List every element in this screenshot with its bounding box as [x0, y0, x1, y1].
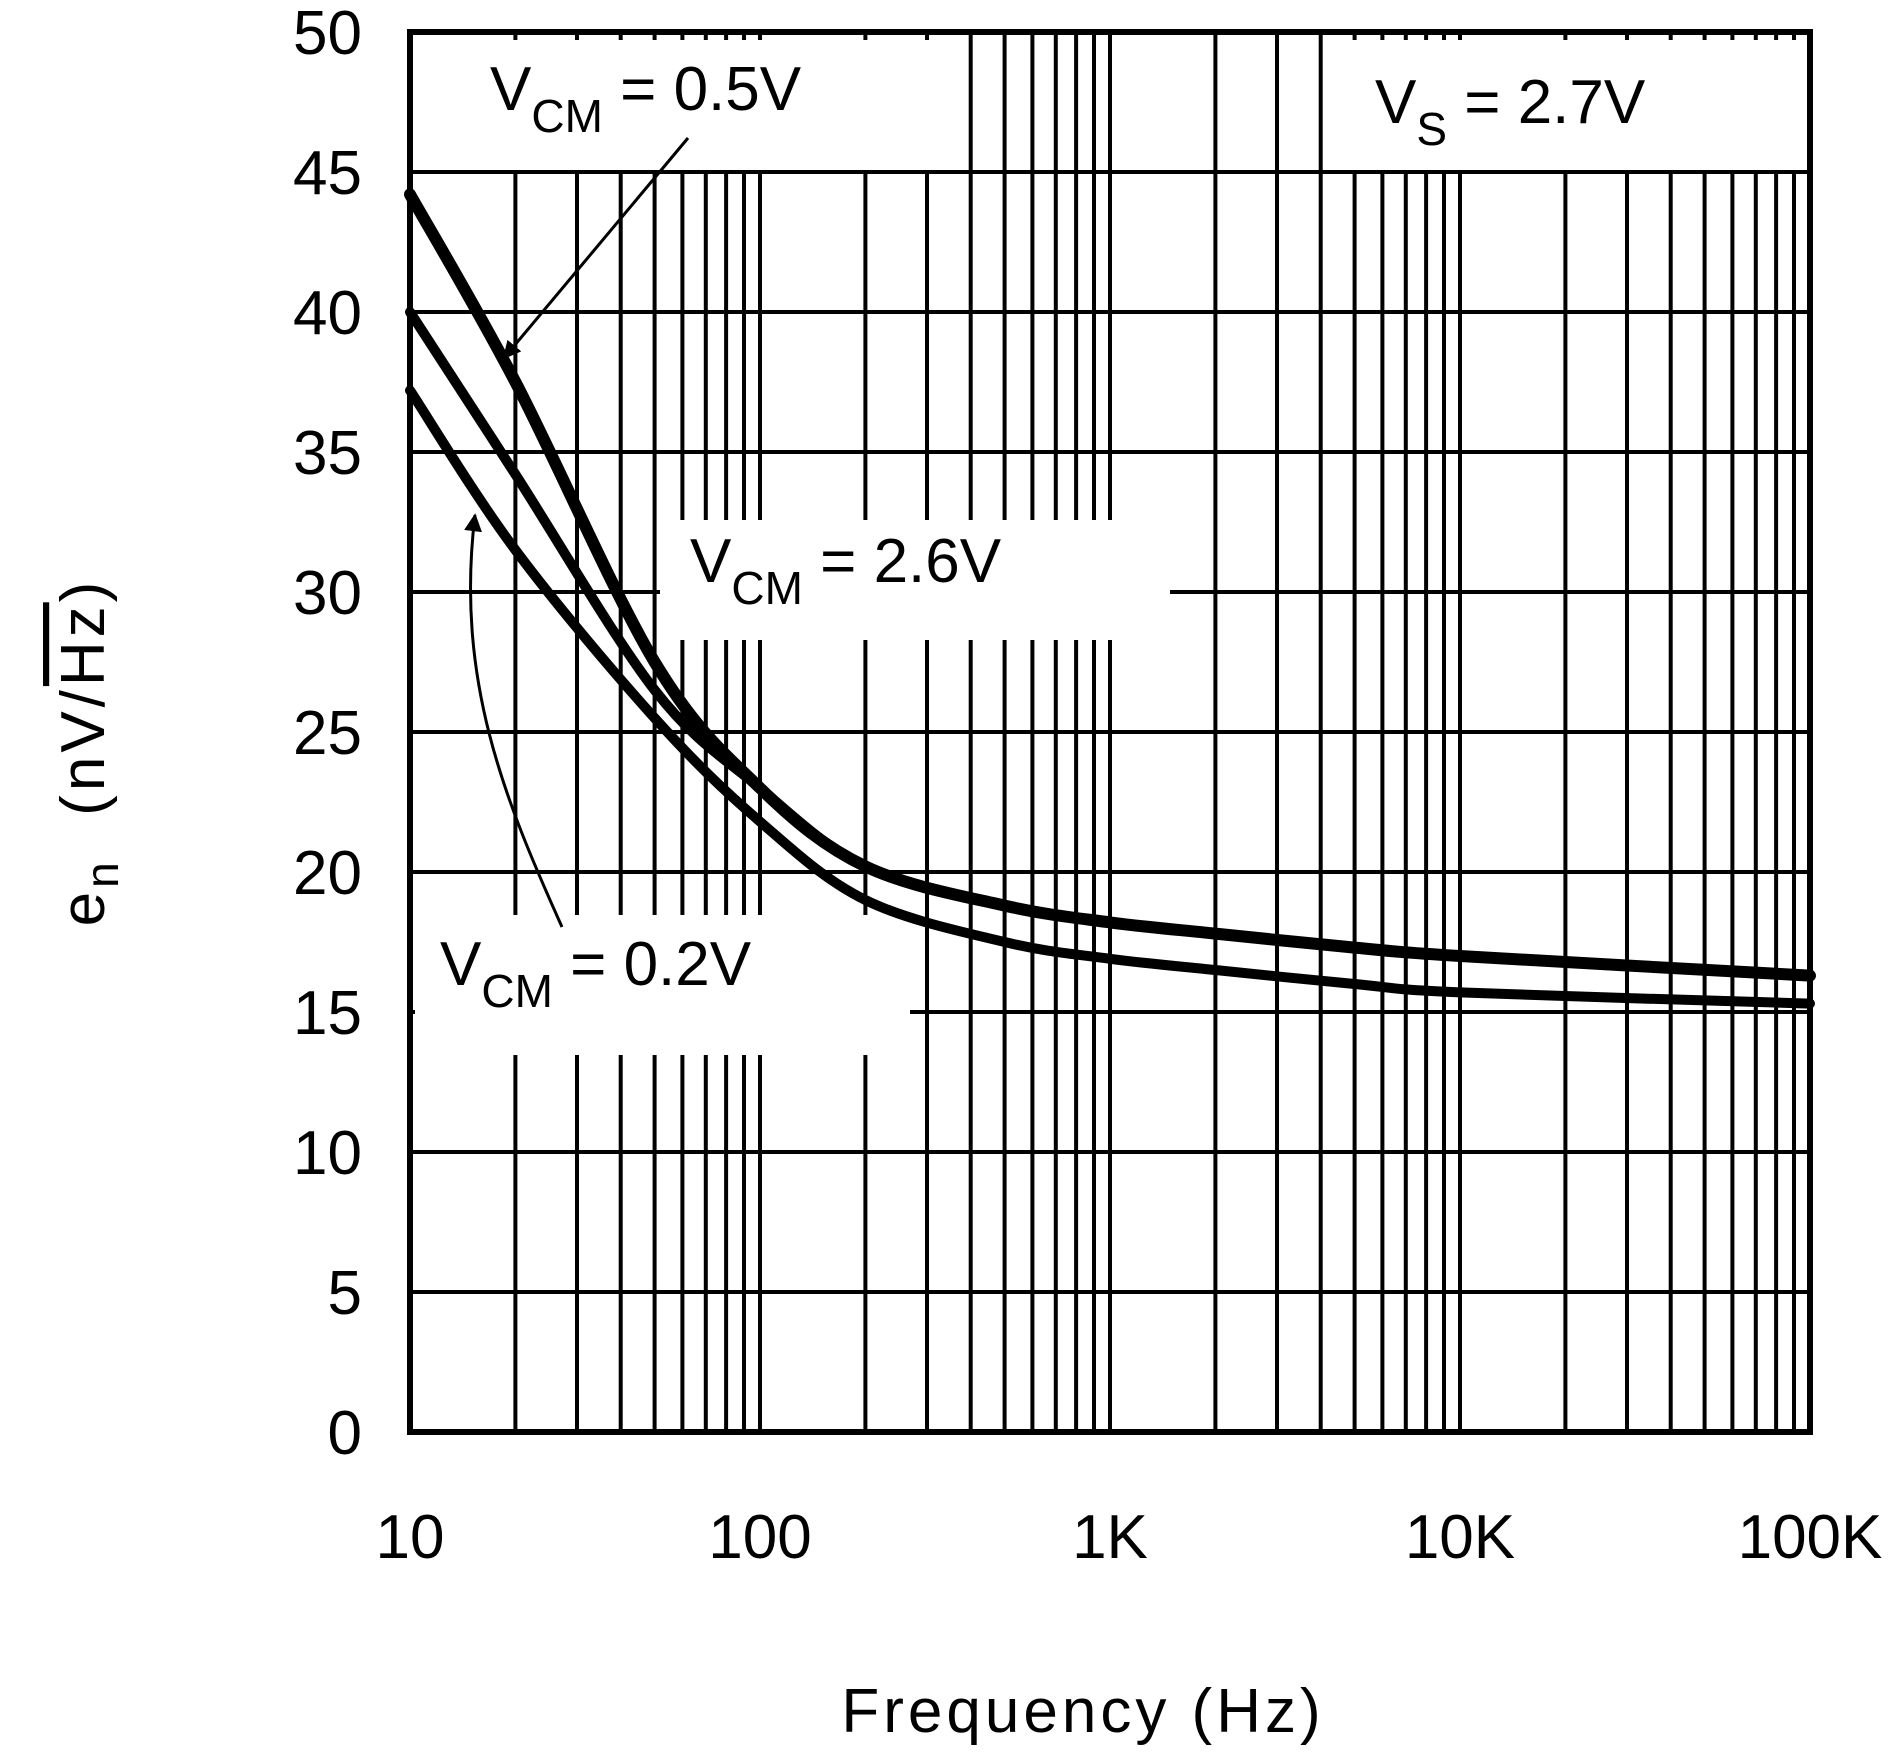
annotation-box — [415, 915, 910, 1055]
x-axis-title: Frequency (Hz) — [841, 1677, 1324, 1746]
y-tick-label: 30 — [293, 559, 362, 628]
arrow-vcm-0-2 — [464, 513, 564, 928]
svg-text:en (nV/Hz): en (nV/Hz) — [49, 578, 128, 927]
series-line-2 — [405, 307, 1815, 981]
y-tick-label: 15 — [293, 979, 362, 1048]
y-axis-symbol-sub: n — [76, 858, 128, 888]
y-tick-label: 35 — [293, 419, 362, 488]
series-line-3 — [405, 385, 1815, 1009]
y-tick-label: 50 — [293, 0, 362, 68]
annotation-vcm-2-6: VCM = 2.6V — [690, 527, 1002, 614]
y-axis-symbol: e — [49, 888, 118, 926]
y-tick-label: 10 — [293, 1119, 362, 1188]
annotation-vcm-0-5: VCM = 0.5V — [490, 55, 802, 142]
y-tick-label: 25 — [293, 699, 362, 768]
y-axis-title: en (nV/Hz) — [49, 578, 128, 927]
x-tick-label: 10 — [376, 1503, 445, 1572]
x-tick-labels: 10 100 1K 10K 100K — [376, 1503, 1883, 1572]
y-tick-label: 20 — [293, 839, 362, 908]
grid — [410, 32, 1810, 1432]
annotations: VS = 2.7V VCM = 0.5V VCM = 2.6V VCM = 0.… — [440, 55, 1646, 1017]
series — [404, 188, 1816, 1009]
y-axis-unit-close: ) — [49, 578, 118, 603]
annotation-vcm-0-2: VCM = 0.2V — [440, 930, 752, 1017]
y-tick-labels: 0 5 10 15 20 25 30 35 40 45 50 — [293, 0, 362, 1468]
arrow-vcm-0-5 — [502, 137, 690, 360]
annotation-vs: VS = 2.7V — [1375, 68, 1646, 155]
plot-frame — [407, 29, 1813, 1435]
x-tick-label: 10K — [1405, 1503, 1515, 1572]
y-tick-label: 45 — [293, 139, 362, 208]
annotation-box — [1330, 40, 1800, 170]
y-axis-unit-open: (nV/ — [49, 686, 118, 816]
x-tick-label: 100K — [1738, 1503, 1883, 1572]
y-tick-label: 40 — [293, 279, 362, 348]
y-tick-label: 0 — [328, 1399, 362, 1468]
annotation-box — [660, 520, 1170, 640]
x-tick-label: 1K — [1072, 1503, 1148, 1572]
annotation-box — [490, 40, 960, 170]
annotation-backgrounds — [415, 40, 1800, 1055]
x-tick-label: 100 — [708, 1503, 811, 1572]
y-tick-label: 5 — [328, 1259, 362, 1328]
y-axis-unit-root: Hz — [49, 602, 118, 686]
